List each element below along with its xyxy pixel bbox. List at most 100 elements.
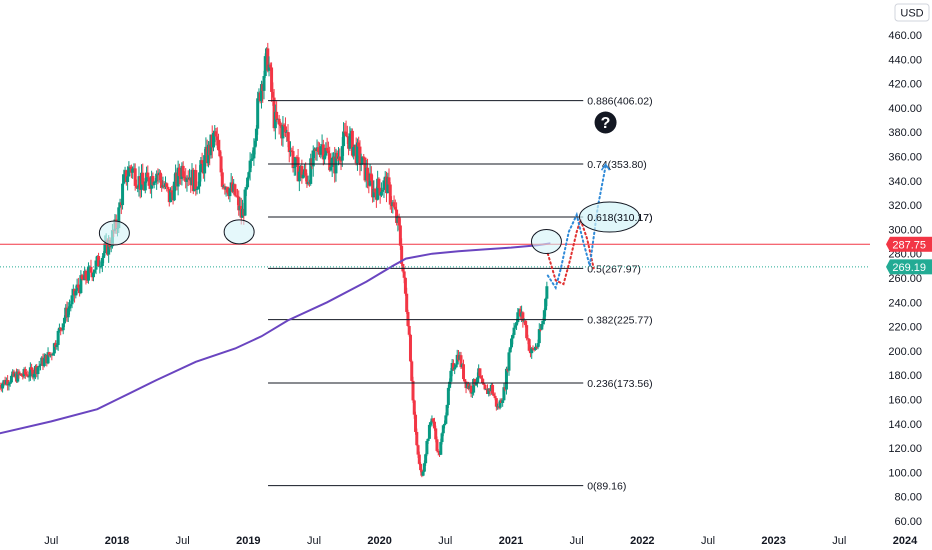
x-tick-label: 2022 (630, 535, 654, 547)
candle-body (233, 184, 237, 196)
candle-body (434, 428, 438, 440)
candle-body (8, 382, 12, 384)
candle-body (329, 166, 333, 171)
candle-body (143, 181, 147, 191)
candle-body (100, 257, 104, 266)
candle-body (244, 187, 248, 190)
candle-body (124, 170, 128, 183)
candle-body (377, 178, 381, 189)
candle-body (325, 147, 329, 151)
candle-body (470, 392, 474, 394)
y-tick-label: 60.00 (894, 516, 922, 528)
candle-body (350, 130, 354, 156)
candle-body (136, 187, 140, 189)
candle-body (352, 146, 356, 156)
candle-body (103, 243, 107, 254)
candle-body (521, 312, 525, 321)
candle-body (475, 377, 479, 383)
x-tick-label: 2020 (367, 535, 391, 547)
y-tick-label: 460.00 (888, 30, 922, 42)
y-tick-label: 420.00 (888, 79, 922, 91)
candle-body (126, 176, 130, 183)
candle-body (92, 272, 96, 278)
fib-level-label: 0(89.16) (587, 481, 626, 493)
support-ellipse[interactable] (98, 220, 130, 246)
support-ellipse[interactable] (223, 219, 255, 245)
candle-body (408, 334, 412, 362)
candle-body (294, 157, 298, 167)
candle-body (541, 321, 545, 324)
candle-body (198, 172, 202, 187)
currency-label-box[interactable]: USD (894, 3, 930, 22)
candle-body (342, 131, 346, 147)
candle-body (386, 177, 390, 194)
candle-body (107, 240, 111, 255)
candle-body (52, 343, 56, 354)
candle-body (266, 48, 270, 71)
candle-body (16, 371, 20, 382)
candle-body (267, 64, 271, 71)
candle-body (338, 156, 342, 161)
x-tick-label: 2019 (236, 535, 260, 547)
x-tick-label: 2018 (105, 535, 129, 547)
candle-body (158, 172, 162, 181)
candle-body (474, 382, 478, 386)
candle-body (251, 158, 255, 160)
support-ellipse[interactable] (530, 229, 562, 255)
y-tick-label: 200.00 (888, 346, 922, 358)
candle-body (482, 383, 486, 385)
time-axis[interactable]: Jul 2018 Jul 2019 Jul 2020 Jul 2021 Jul 2022 Jul 20… (44, 535, 918, 547)
blue-projection-path[interactable] (546, 165, 607, 291)
annotations-layer: 0.618(310.17)? (98, 111, 653, 291)
candle-body (445, 404, 449, 416)
x-tick-label: 2023 (761, 535, 785, 547)
candle-body (133, 168, 137, 186)
candle-body (166, 187, 170, 189)
candle-body (348, 133, 352, 149)
candle-body (228, 188, 232, 197)
y-tick-label: 400.00 (888, 103, 922, 115)
candle-body (406, 312, 410, 326)
candle-body (0, 385, 2, 388)
candle-body (56, 330, 60, 345)
candle-body (46, 352, 50, 364)
candle-body (376, 178, 380, 200)
y-tick-label: 260.00 (888, 273, 922, 285)
candle-body (76, 284, 80, 288)
candle-body (510, 338, 514, 348)
candle-body (134, 185, 138, 188)
x-tick-label: 2024 (893, 535, 918, 547)
candle-body (270, 67, 274, 92)
candle-body (220, 172, 224, 187)
candle-body (51, 353, 55, 356)
candle-body (185, 177, 189, 182)
candle-body (415, 431, 419, 446)
candle-body (165, 183, 169, 188)
target-ellipse[interactable] (579, 201, 640, 233)
candle-body (373, 189, 377, 193)
candle-body (301, 174, 305, 179)
candle-body (304, 169, 308, 176)
candle-body (395, 209, 399, 223)
candle-body (340, 146, 344, 161)
candle-body (20, 373, 24, 376)
y-tick-label: 80.00 (894, 492, 922, 504)
candle-body (141, 172, 145, 185)
candle-body (309, 158, 313, 184)
candle-body (502, 387, 506, 401)
candle-body (28, 367, 32, 377)
y-tick-label: 300.00 (888, 224, 922, 236)
price-axis[interactable]: 460.00 440.00 420.00 400.00 380.00 360.00 340.… (870, 0, 932, 530)
candle-body (432, 421, 436, 429)
red-projection-path[interactable] (546, 216, 595, 286)
candle-body (305, 175, 309, 185)
candle-body (268, 64, 272, 68)
candle-body (459, 355, 463, 368)
candle-body (296, 157, 300, 182)
candle-body (61, 323, 65, 331)
candle-body (47, 352, 51, 356)
candle-body (507, 352, 511, 371)
candle-body (498, 400, 502, 408)
candle-body (292, 166, 296, 169)
